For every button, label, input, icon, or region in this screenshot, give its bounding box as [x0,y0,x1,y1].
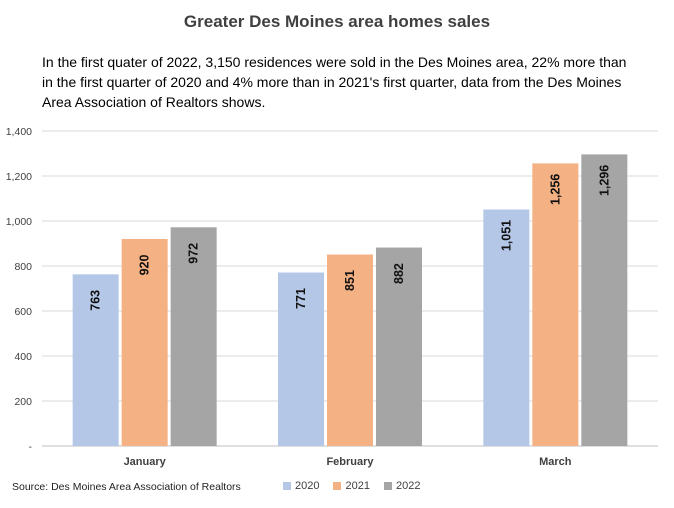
data-label: 972 [187,243,201,264]
legend-swatch [333,482,342,490]
data-label: 1,296 [597,165,611,196]
bar-2020-january [72,274,119,446]
legend-label: 2020 [295,480,320,492]
legend-item-2020: 2020 [283,480,319,492]
data-label: 771 [294,288,308,309]
y-tick-label: 200 [14,396,32,408]
source-note: Source: Des Moines Area Association of R… [12,481,241,493]
bar-2020-february [278,272,324,446]
legend-item-2021: 2021 [333,480,370,492]
y-tick-label: 1,000 [6,216,32,228]
bar-2022-january [170,227,217,446]
legend-swatch [383,482,392,490]
chart-title: Greater Des Moines area homes sales [183,12,491,31]
bar-2022-february [376,247,422,446]
y-tick-label: 800 [14,261,32,273]
x-category-label: February [326,456,374,468]
y-tick-label: 1,400 [6,126,32,138]
x-category-label: March [539,456,572,468]
legend-label: 2021 [345,480,370,492]
chart-legend: 2020 2021 2022 [283,480,420,492]
chart-description: In the first quater of 2022, 3,150 resid… [42,54,627,110]
data-label: 1,256 [548,174,562,205]
legend-label: 2022 [395,480,421,492]
bar-2020-march [483,209,530,446]
data-label: 1,051 [499,220,513,251]
bar-2021-february [327,254,373,446]
y-tick-label: - [29,441,33,453]
bar-2021-january [121,239,168,446]
data-label: 882 [392,263,406,284]
y-tick-label: 600 [14,306,32,318]
data-label: 920 [138,255,152,276]
bar-2021-march [532,163,579,446]
x-category-label: January [124,456,167,468]
y-tick-label: 400 [14,351,32,363]
bar-2022-march [581,154,628,446]
legend-swatch [283,482,291,490]
data-label: 851 [343,270,357,291]
y-tick-label: 1,200 [6,171,32,183]
legend-item-2022: 2022 [383,480,421,492]
data-label: 763 [89,290,103,311]
